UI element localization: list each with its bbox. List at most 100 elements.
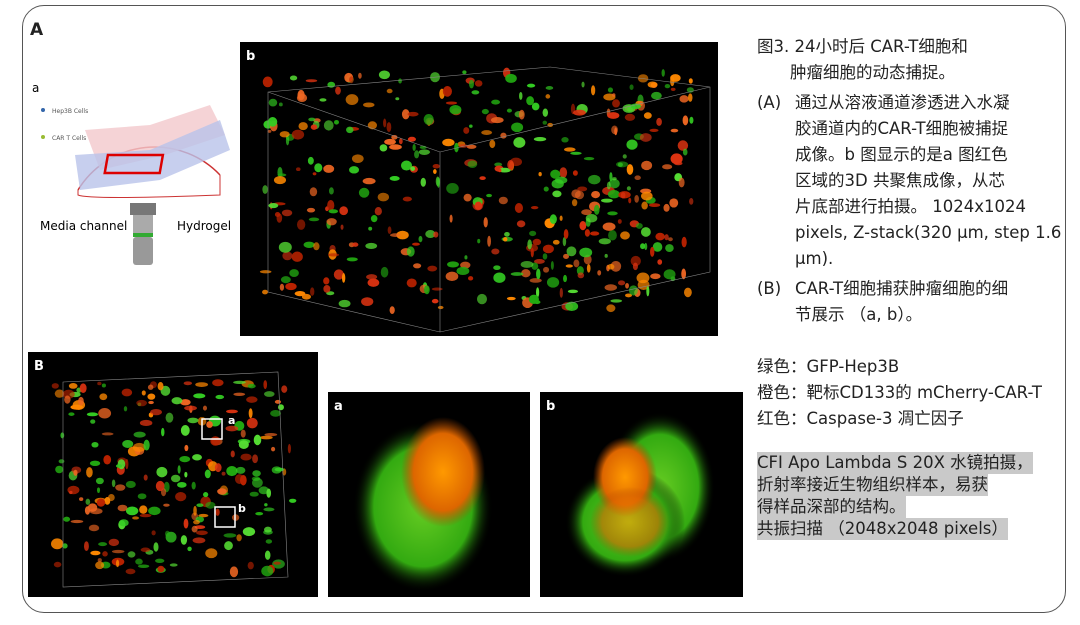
cell xyxy=(585,214,598,223)
zoom-image: b xyxy=(540,392,743,597)
cell xyxy=(260,435,273,440)
cell xyxy=(588,174,601,185)
cell xyxy=(552,239,560,245)
cell xyxy=(545,94,551,99)
cell xyxy=(297,89,305,101)
cell xyxy=(630,255,641,267)
cell xyxy=(153,542,159,552)
cell xyxy=(526,96,535,106)
cell xyxy=(68,382,78,389)
cell xyxy=(486,193,492,198)
zoom-box xyxy=(214,506,236,528)
cell xyxy=(95,561,105,570)
cell xyxy=(433,169,437,174)
cell xyxy=(626,139,638,150)
cell xyxy=(561,137,569,143)
cell xyxy=(289,75,298,81)
cell xyxy=(279,131,290,138)
cell xyxy=(314,163,323,173)
cell xyxy=(383,118,387,128)
cell xyxy=(504,231,510,237)
cell xyxy=(274,467,285,472)
cell xyxy=(489,139,496,149)
cell xyxy=(268,98,278,107)
cell xyxy=(88,524,100,532)
cell xyxy=(148,400,154,405)
cell xyxy=(662,164,673,170)
bounding-box xyxy=(62,371,289,588)
cell xyxy=(289,269,299,277)
cell xyxy=(584,229,590,237)
cell xyxy=(533,300,541,305)
cell xyxy=(520,261,534,268)
cell xyxy=(683,287,692,298)
cell xyxy=(349,76,354,84)
cell xyxy=(644,242,648,251)
caption-title: 肿瘤细胞的动态捕捉。 xyxy=(790,63,955,82)
cell xyxy=(121,388,133,397)
cell xyxy=(301,293,311,300)
cell xyxy=(664,83,671,89)
cell xyxy=(467,160,478,168)
cell xyxy=(268,202,279,209)
cell xyxy=(54,389,65,398)
cell xyxy=(628,285,638,296)
cell xyxy=(225,409,238,414)
cell xyxy=(282,251,293,261)
image: b xyxy=(240,42,718,336)
cell xyxy=(490,117,504,124)
cell xyxy=(240,429,246,438)
cell xyxy=(625,293,633,298)
cell xyxy=(432,164,440,169)
zoom-image: a xyxy=(328,392,530,597)
cell xyxy=(418,235,423,243)
cell xyxy=(247,561,254,570)
cell xyxy=(529,278,542,283)
cell xyxy=(139,505,148,514)
image-label: B xyxy=(34,359,44,374)
cell xyxy=(246,396,258,403)
cell xyxy=(456,266,470,276)
caption-line: pixels, Z-stack(320 µm, step 1.6 xyxy=(795,223,1062,242)
cell xyxy=(132,516,140,520)
cell xyxy=(63,516,71,522)
item-marker: (A) xyxy=(757,93,782,112)
cell xyxy=(639,133,652,142)
cell xyxy=(69,490,73,495)
cell xyxy=(236,534,242,542)
cell xyxy=(281,209,293,217)
cell xyxy=(617,162,623,167)
cell xyxy=(612,99,620,108)
cell xyxy=(150,409,162,416)
cell xyxy=(267,117,278,127)
cell xyxy=(70,404,84,410)
cell xyxy=(252,477,263,488)
cell xyxy=(98,408,112,419)
cell xyxy=(511,122,524,133)
cell xyxy=(682,148,688,156)
cell xyxy=(577,186,588,192)
cell xyxy=(278,102,283,107)
cell xyxy=(184,471,188,478)
cell xyxy=(246,417,258,429)
cell xyxy=(78,396,84,406)
cell xyxy=(362,177,376,185)
schematic: a Hep3B Cells CAR T Cells Media channel … xyxy=(32,81,231,265)
cell xyxy=(529,230,537,237)
cell xyxy=(641,191,653,201)
cell xyxy=(559,167,568,179)
cell xyxy=(518,109,525,120)
cell xyxy=(51,538,64,550)
cell xyxy=(99,393,108,401)
cell xyxy=(538,171,542,177)
cell xyxy=(483,217,488,228)
cell xyxy=(634,175,641,181)
cell xyxy=(125,480,136,489)
cell xyxy=(563,253,570,259)
cell xyxy=(431,287,443,291)
cell xyxy=(624,113,636,121)
cell xyxy=(481,108,489,115)
cell xyxy=(543,266,550,273)
cell xyxy=(60,432,65,439)
cell xyxy=(139,419,153,427)
